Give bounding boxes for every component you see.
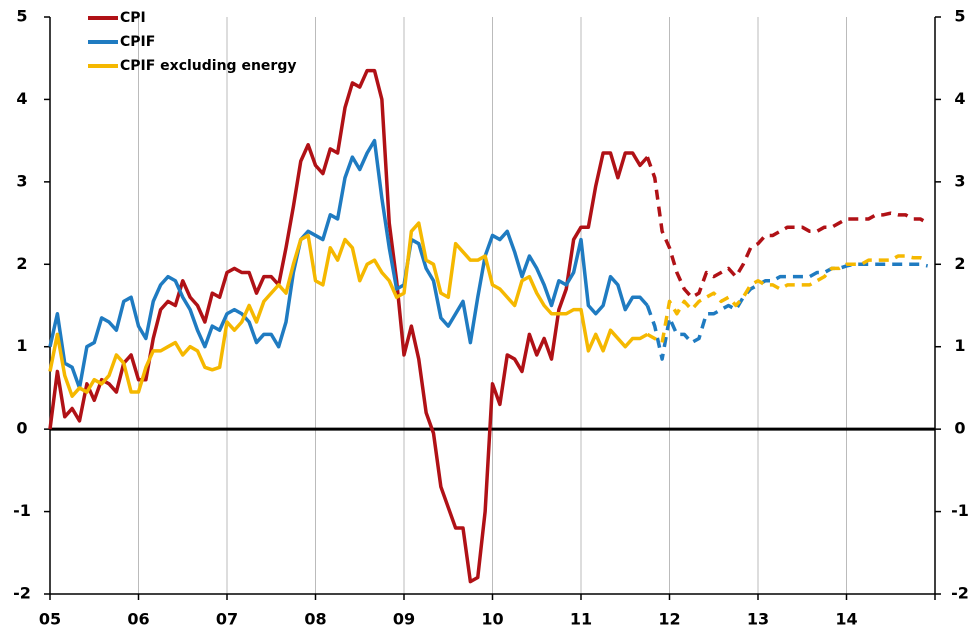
x-tick-label: 05 [39,610,61,629]
x-tick-label: 10 [481,610,503,629]
y2-tick-label: -2 [951,584,969,603]
legend-label: CPI [120,10,146,26]
series-line [48,221,649,398]
forecast-line [646,254,929,345]
x-tick-label: 08 [304,610,326,629]
forecast-line [645,156,929,300]
y2-tick-label: 4 [954,89,965,108]
y-tick-label: 1 [16,336,27,355]
y2-tick-label: 5 [954,7,965,26]
y-tick-label: -1 [13,501,31,520]
y2-tick-label: 0 [954,419,965,438]
y2-tick-label: 2 [954,254,965,273]
y-tick-label: -2 [13,584,31,603]
legend-label: CPIF excluding energy [120,58,296,74]
x-tick-label: 06 [127,610,149,629]
y2-tick-label: 3 [954,171,965,190]
x-tick-label: 12 [658,610,680,629]
y-tick-label: 4 [16,89,27,108]
y-tick-label: 5 [16,7,27,26]
y2-tick-label: 1 [954,336,965,355]
y-tick-label: 3 [16,171,27,190]
y2-tick-label: -1 [951,501,969,520]
series-line [48,138,649,390]
x-tick-label: 09 [393,610,415,629]
x-tick-label: 11 [570,610,592,629]
x-tick-label: 14 [835,610,857,629]
forecast-line [645,262,929,361]
x-tick-label: 13 [747,610,769,629]
legend-label: CPIF [120,34,155,50]
y-tick-label: 2 [16,254,27,273]
y-tick-label: 0 [16,419,27,438]
x-tick-label: 07 [216,610,238,629]
